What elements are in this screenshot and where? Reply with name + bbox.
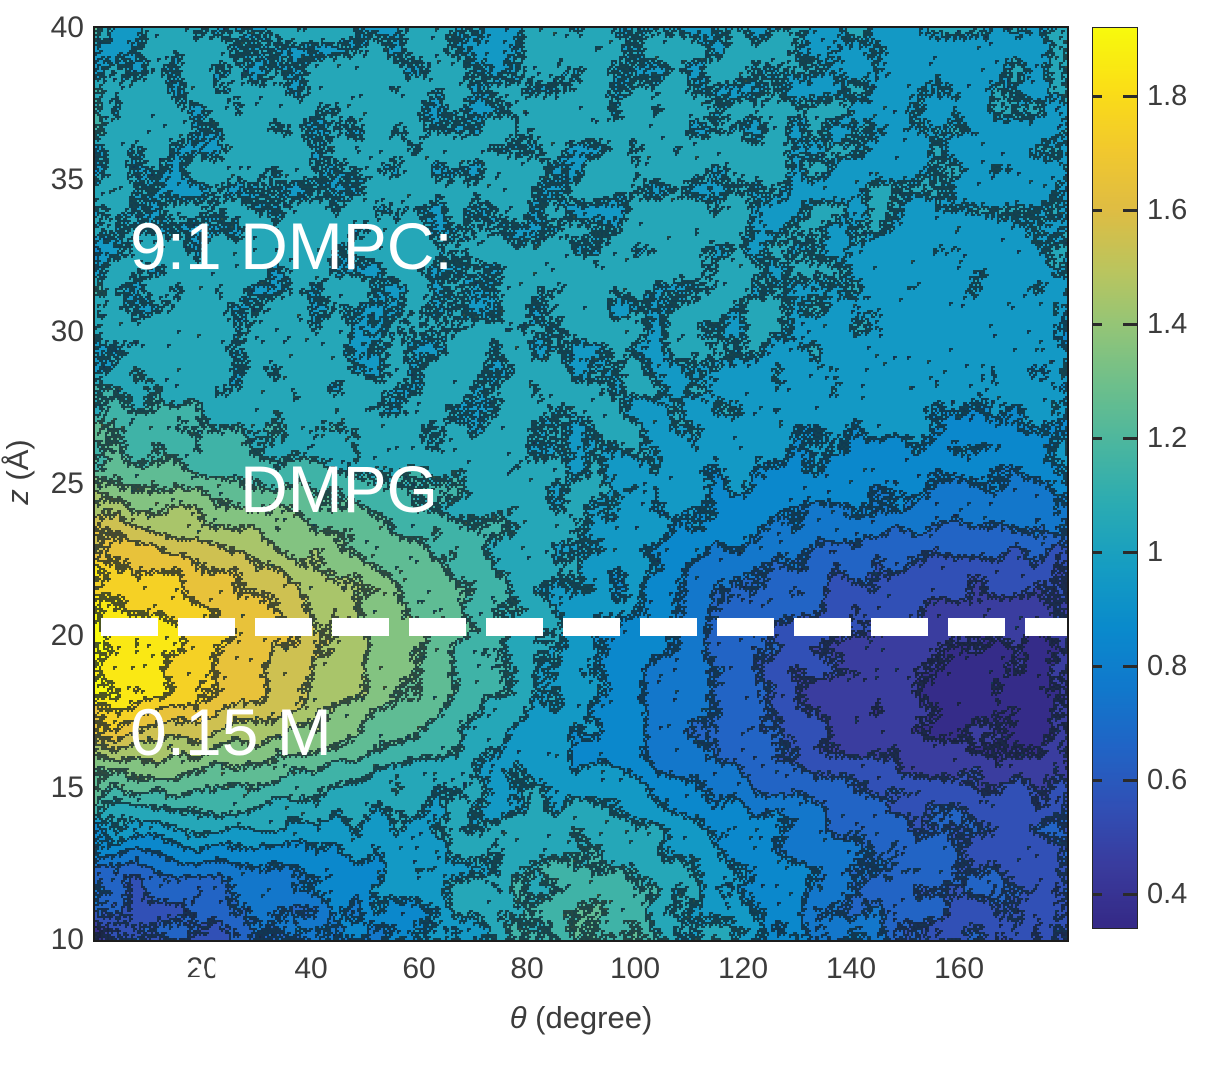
x-axis-label: θ (degree) — [95, 1000, 1067, 1036]
x-tick-label: 140 — [825, 952, 877, 985]
colorbar-tick-label: 1.6 — [1147, 194, 1188, 227]
x-tick-label: 20 — [186, 952, 220, 985]
annotation-text: 9:1 DMPC: DMPG 0.15 M Salt — [130, 44, 453, 1066]
colorbar-tick-mark — [1123, 551, 1137, 555]
colorbar-tick-mark — [1093, 892, 1102, 896]
x-tick-label: 60 — [402, 952, 436, 985]
colorbar-tick-label: 1 — [1147, 536, 1164, 569]
annotation-line: 9:1 DMPC: — [130, 209, 453, 283]
colorbar-tick-label: 1.2 — [1147, 422, 1188, 455]
colorbar-tick-mark — [1123, 778, 1137, 782]
colorbar-tick-mark — [1093, 323, 1102, 327]
y-tick-label: 35 — [50, 163, 84, 196]
y-tick-label: 20 — [50, 619, 84, 652]
annotation-line: DMPG — [130, 452, 439, 526]
contour-plot-canvas — [95, 28, 1067, 940]
colorbar-tick-mark — [1123, 95, 1137, 99]
x-tick-label: 100 — [609, 952, 661, 985]
dashed-line-overlay — [101, 617, 1067, 636]
annotation-line: Salt — [130, 938, 244, 1012]
colorbar-tick-label: 1.4 — [1147, 308, 1188, 341]
colorbar-tick-mark — [1093, 209, 1102, 213]
colorbar-tick-mark — [1123, 209, 1137, 213]
colorbar-tick-mark — [1093, 778, 1102, 782]
theta-symbol: θ — [509, 1000, 527, 1035]
x-axis-label-text: (degree) — [526, 1000, 653, 1035]
x-tick-label: 120 — [717, 952, 769, 985]
colorbar-tick-mark — [1093, 437, 1102, 441]
y-tick-label: 15 — [50, 771, 84, 804]
colorbar-tick-label: 0.8 — [1147, 649, 1188, 682]
y-tick-label: 25 — [50, 467, 84, 500]
colorbar-tick-mark — [1123, 892, 1137, 896]
y-tick-label: 40 — [50, 11, 84, 44]
x-tick-label: 40 — [294, 952, 328, 985]
colorbar-tick-mark — [1093, 95, 1102, 99]
colorbar-tick-mark — [1123, 437, 1137, 441]
colorbar-tick-label: 0.6 — [1147, 763, 1188, 796]
colorbar — [1093, 28, 1137, 928]
colorbar-tick-mark — [1123, 323, 1137, 327]
colorbar-tick-mark — [1093, 664, 1102, 668]
colorbar-tick-label: 0.4 — [1147, 877, 1188, 910]
colorbar-border — [1092, 27, 1138, 929]
colorbar-tick-mark — [1093, 551, 1102, 555]
y-tick-label: 10 — [50, 923, 84, 956]
x-tick-label: 160 — [933, 952, 985, 985]
colorbar-tick-label: 1.8 — [1147, 80, 1188, 113]
x-tick-label: 80 — [510, 952, 544, 985]
y-tick-label: 30 — [50, 315, 84, 348]
colorbar-tick-mark — [1123, 664, 1137, 668]
annotation-line: 0.15 M — [130, 695, 332, 769]
